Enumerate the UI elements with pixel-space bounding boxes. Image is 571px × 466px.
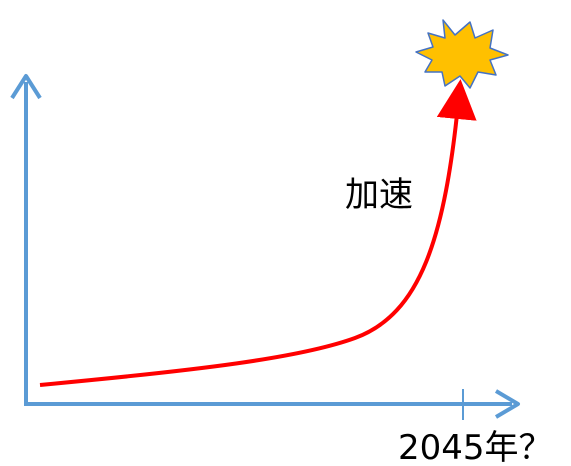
x-axis — [24, 389, 520, 420]
x-axis-arrowhead — [494, 389, 520, 419]
x-tick-label: 2045年？ — [398, 428, 553, 466]
acceleration-curve — [39, 79, 477, 387]
curve-label: 加速 — [345, 175, 413, 215]
y-axis — [10, 74, 42, 406]
y-axis-arrowhead — [10, 74, 42, 100]
explosion-burst-icon — [415, 19, 509, 89]
